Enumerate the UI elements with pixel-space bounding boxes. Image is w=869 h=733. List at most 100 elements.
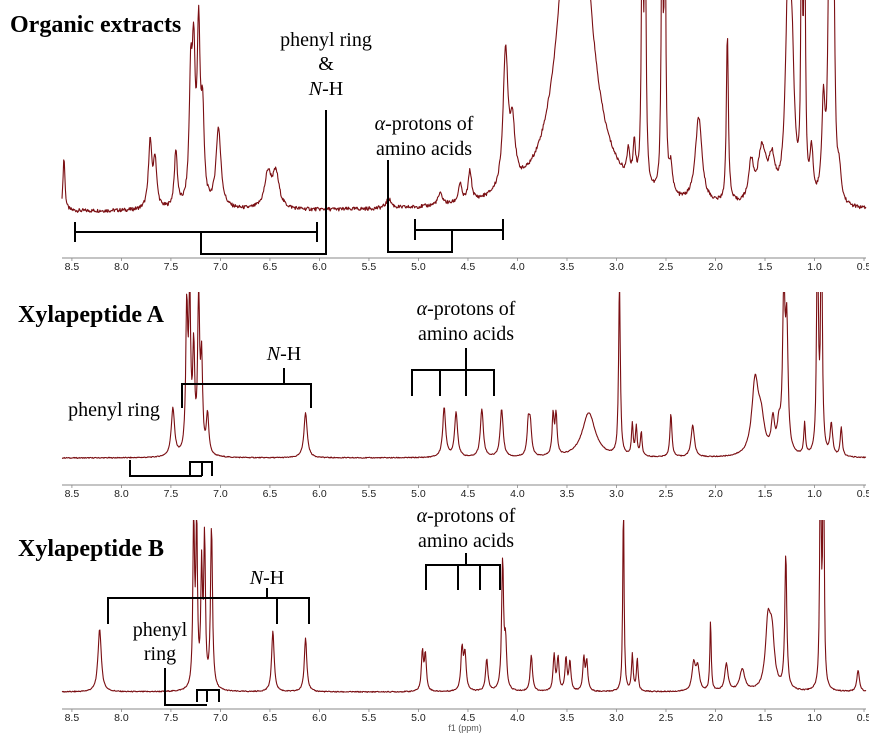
x-tick-label: 3.5 [560, 261, 575, 273]
bracket-phenyl-range [74, 222, 318, 242]
spectrum-xylapeptide-b [61, 520, 867, 693]
x-ticks-xylapeptide-b: 8.5 8.0 7.5 7.0 6.5 6.0 5.5 5.0 4.5 4.0 3.5 3.0 2.5 2… [65, 709, 869, 724]
x-tick-label: 2.0 [708, 712, 723, 724]
x-tick-label: 1.0 [807, 488, 822, 500]
bracket-alpha-b [425, 553, 501, 590]
x-tick-label: 1.5 [758, 488, 773, 500]
annotation-phenyl-b: phenyl [133, 619, 188, 641]
x-tick-label: 2.5 [659, 712, 674, 724]
bracket-alpha-stem [387, 160, 453, 253]
bracket-alpha-range [414, 219, 504, 240]
x-axis-label-ppm: f1 (ppm) [448, 723, 482, 733]
annotation-ring-b: ring [144, 643, 176, 665]
annotation-nh-b-italic: N [249, 567, 265, 589]
x-tick-label: 8.0 [114, 712, 129, 724]
x-tick-label: 8.0 [114, 488, 129, 500]
x-tick-label: 7.5 [164, 712, 179, 724]
x-tick-label: 6.0 [312, 712, 327, 724]
x-tick-label: 4.5 [461, 712, 476, 724]
annotation-amino-acids-a: amino acids [418, 323, 514, 345]
x-tick-label: 6.5 [263, 488, 278, 500]
x-ticks-organic-extracts: 8.5 8.0 7.5 7.0 6.5 6.0 5.5 5.0 4.5 4.0 3.5 3.0 2.5 2… [65, 258, 869, 273]
bracket-nh-a [181, 383, 312, 408]
x-tick-label: 4.5 [461, 488, 476, 500]
annotation-nh-a-rest: -H [280, 343, 301, 365]
x-ticks-xylapeptide-a: 8.5 8.0 7.5 7.0 6.5 6.0 5.5 5.0 4.5 4.0 3.5 3.0 2.5 2… [65, 485, 869, 500]
x-tick-label: 5.5 [362, 488, 377, 500]
x-tick-label: 7.0 [213, 488, 228, 500]
x-tick-label: 5.0 [411, 261, 426, 273]
bracket-phenyl-nh-stem [200, 110, 327, 255]
annotation-nh-b: N-H [249, 567, 284, 589]
annotation-nh: N-H [308, 78, 343, 100]
annotation-alpha-symbol-b: α [417, 505, 428, 527]
panel-title-organic-extracts: Organic extracts [10, 12, 181, 38]
annotation-nh-italic: N [308, 78, 324, 100]
spectrum-organic-extracts [61, 0, 867, 213]
x-tick-label: 1.5 [758, 712, 773, 724]
x-tick-label: 0.5 [857, 261, 869, 273]
annotation-amino-acids: amino acids [376, 138, 472, 160]
panel-title-xylapeptide-b: Xylapeptide B [18, 536, 164, 562]
annotation-alpha-symbol: α [375, 113, 386, 135]
x-tick-label: 6.0 [312, 488, 327, 500]
x-tick-label: 4.0 [510, 712, 525, 724]
bracket-phenyl-a-stem [129, 460, 202, 477]
x-tick-label: 5.5 [362, 712, 377, 724]
annotation-phenyl-ring: phenyl ring [280, 29, 372, 51]
x-tick-label: 3.5 [560, 488, 575, 500]
x-tick-label: 1.0 [807, 712, 822, 724]
annotation-alpha-rest: -protons of [385, 113, 474, 135]
annotation-nh-a: N-H [266, 343, 301, 365]
spectrum-xylapeptide-a [61, 292, 867, 459]
bracket-nh-b [107, 597, 310, 624]
x-tick-label: 0.5 [857, 488, 869, 500]
x-tick-label: 8.0 [114, 261, 129, 273]
annotation-alpha-protons-b: α-protons of [417, 505, 516, 527]
x-tick-label: 4.0 [510, 261, 525, 273]
brackets-xylapeptide-a [129, 348, 495, 477]
x-tick-label: 3.0 [609, 488, 624, 500]
annotation-ampersand: & [318, 53, 334, 75]
panel-organic-extracts: Organic extracts 8.5 8.0 7.5 7.0 6.5 6.0 5.5 5.… [10, 0, 869, 273]
x-tick-label: 7.0 [213, 712, 228, 724]
x-tick-label: 5.0 [411, 488, 426, 500]
annotation-alpha-protons: α-protons of [375, 113, 474, 135]
x-tick-label: 0.5 [857, 712, 869, 724]
x-tick-label: 6.0 [312, 261, 327, 273]
panel-xylapeptide-a: Xylapeptide A 8.5 8.0 7.5 7.0 6.5 6.0 5.5 5.0 4.… [18, 292, 869, 500]
annotation-alpha-rest-a: -protons of [427, 298, 516, 320]
annotation-alpha-symbol-a: α [417, 298, 428, 320]
x-tick-label: 7.0 [213, 261, 228, 273]
annotation-nh-b-rest: -H [263, 567, 284, 589]
x-tick-label: 8.5 [65, 488, 80, 500]
annotation-amino-acids-b: amino acids [418, 530, 514, 552]
brackets-xylapeptide-b [107, 553, 501, 706]
x-tick-label: 3.5 [560, 712, 575, 724]
x-tick-label: 7.5 [164, 488, 179, 500]
x-tick-label: 7.5 [164, 261, 179, 273]
bracket-phenyl-a [189, 461, 213, 476]
x-tick-label: 8.5 [65, 712, 80, 724]
x-tick-label: 2.5 [659, 488, 674, 500]
x-tick-label: 6.5 [263, 261, 278, 273]
x-tick-label: 8.5 [65, 261, 80, 273]
x-tick-label: 4.5 [461, 261, 476, 273]
x-tick-label: 2.5 [659, 261, 674, 273]
annotation-nh-a-italic: N [266, 343, 282, 365]
x-tick-label: 1.5 [758, 261, 773, 273]
x-tick-label: 4.0 [510, 488, 525, 500]
annotation-phenyl-ring-a: phenyl ring [68, 399, 160, 421]
bracket-phenyl-b-stem [164, 668, 207, 706]
bracket-alpha-a [411, 348, 495, 396]
x-tick-label: 5.5 [362, 261, 377, 273]
x-tick-label: 3.0 [609, 261, 624, 273]
x-tick-label: 6.5 [263, 712, 278, 724]
x-tick-label: 1.0 [807, 261, 822, 273]
brackets-organic-extracts [74, 110, 504, 255]
bracket-phenyl-b [196, 689, 220, 702]
x-tick-label: 5.0 [411, 712, 426, 724]
x-tick-label: 2.0 [708, 488, 723, 500]
panel-title-xylapeptide-a: Xylapeptide A [18, 302, 165, 328]
